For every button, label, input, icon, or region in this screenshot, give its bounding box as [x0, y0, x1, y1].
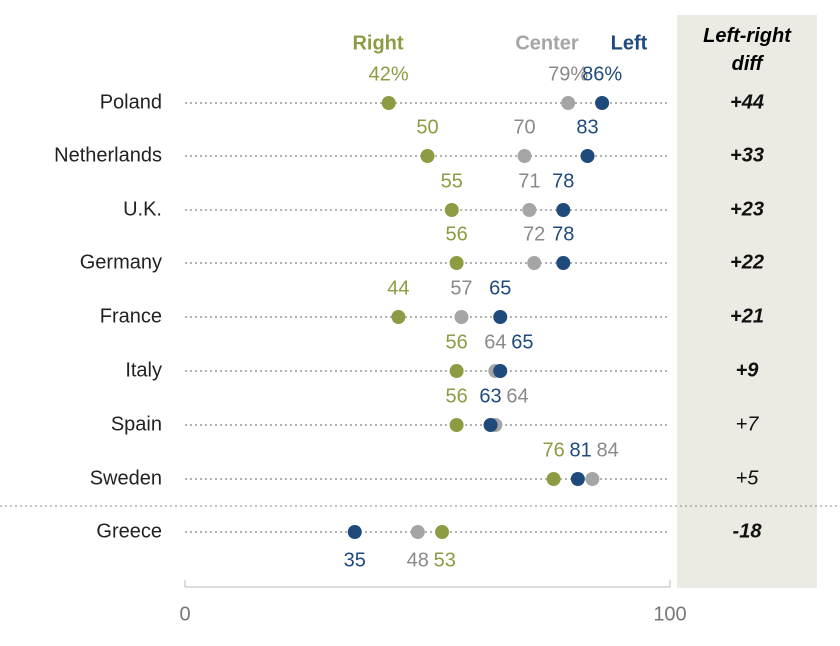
- value-label: 42%: [369, 63, 409, 85]
- value-label: 50: [416, 116, 438, 138]
- value-label: 48: [407, 549, 429, 571]
- category-label: France: [100, 305, 162, 327]
- category-label: Italy: [125, 359, 162, 381]
- diff-value: -18: [733, 520, 763, 542]
- dot: [454, 310, 469, 324]
- value-label: 81: [569, 439, 591, 461]
- dot: [381, 96, 396, 110]
- category-label: Poland: [100, 91, 162, 113]
- category-label: U.K.: [123, 198, 162, 220]
- diff-value: +5: [736, 467, 760, 489]
- x-tick-label: 0: [179, 603, 190, 625]
- category-label: Sweden: [90, 467, 162, 489]
- dot: [493, 364, 508, 378]
- value-label: 56: [445, 223, 467, 245]
- diff-value: +9: [736, 359, 760, 381]
- diff-value: +33: [730, 144, 764, 166]
- value-label: 78: [552, 223, 574, 245]
- dot: [546, 472, 561, 486]
- value-label: 57: [450, 277, 472, 299]
- diff-value: +23: [730, 198, 764, 220]
- value-label: 56: [445, 385, 467, 407]
- value-label: 35: [344, 549, 366, 571]
- dot: [527, 256, 542, 270]
- dot: [483, 418, 498, 432]
- category-label: Germany: [80, 251, 162, 273]
- value-label: 71: [518, 170, 540, 192]
- value-label: 76: [542, 439, 564, 461]
- value-label: 79%: [548, 63, 588, 85]
- dot: [570, 472, 585, 486]
- value-label: 55: [441, 170, 463, 192]
- category-label: Greece: [96, 520, 162, 542]
- dot: [580, 149, 595, 163]
- value-label: 86%: [582, 63, 622, 85]
- value-label: 65: [511, 331, 533, 353]
- dot: [517, 149, 532, 163]
- legend-label: Center: [515, 32, 579, 54]
- dot: [556, 203, 571, 217]
- category-label: Netherlands: [54, 144, 162, 166]
- dot: [435, 525, 450, 539]
- dot: [444, 203, 459, 217]
- dot: [347, 525, 362, 539]
- value-label: 53: [434, 549, 456, 571]
- value-label: 72: [523, 223, 545, 245]
- legend-label: Left: [611, 32, 648, 54]
- diff-column-bg: [677, 15, 817, 588]
- dot: [493, 310, 508, 324]
- value-label: 44: [387, 277, 409, 299]
- diff-title: Left-right diff: [703, 25, 791, 75]
- dot: [522, 203, 537, 217]
- dot: [561, 96, 576, 110]
- dot: [449, 364, 464, 378]
- diff-value: +44: [730, 91, 764, 113]
- dot: [391, 310, 406, 324]
- value-label: 64: [484, 331, 506, 353]
- diff-value: +7: [736, 413, 760, 435]
- value-label: 65: [489, 277, 511, 299]
- dot: [449, 256, 464, 270]
- diff-value: +22: [730, 251, 764, 273]
- value-label: 70: [513, 116, 535, 138]
- value-label: 84: [596, 439, 618, 461]
- dot: [420, 149, 435, 163]
- dot: [595, 96, 610, 110]
- dot: [585, 472, 600, 486]
- value-label: 83: [576, 116, 598, 138]
- dot: [556, 256, 571, 270]
- legend-label: Right: [352, 32, 403, 54]
- dot: [449, 418, 464, 432]
- dot: [410, 525, 425, 539]
- category-label: Spain: [111, 413, 162, 435]
- value-label: 78: [552, 170, 574, 192]
- value-label: 63: [479, 385, 501, 407]
- x-tick-label: 100: [653, 603, 686, 625]
- diff-value: +21: [730, 305, 764, 327]
- value-label: 64: [506, 385, 528, 407]
- value-label: 56: [445, 331, 467, 353]
